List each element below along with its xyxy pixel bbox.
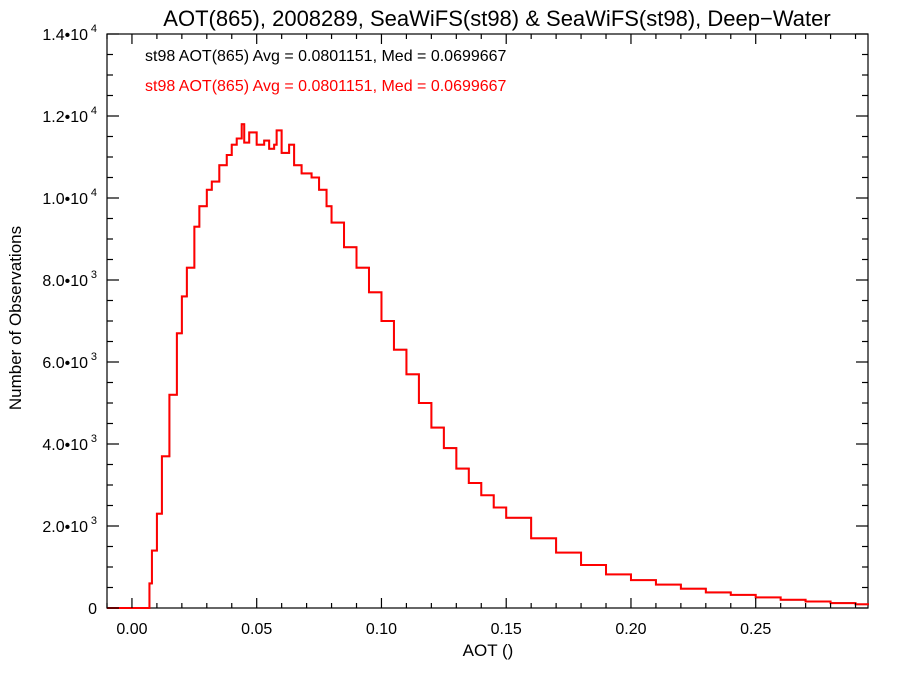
y-tick-exponent: 4 bbox=[91, 23, 97, 35]
histogram-series-1 bbox=[107, 123, 869, 609]
series-layer bbox=[107, 123, 869, 609]
x-tick-label: 0.05 bbox=[241, 621, 272, 638]
y-tick-label: 2.0•10 bbox=[42, 519, 88, 536]
y-tick-exponent: 3 bbox=[91, 515, 97, 527]
y-tick-label: 0 bbox=[88, 601, 97, 618]
y-tick-exponent: 3 bbox=[91, 433, 97, 445]
y-tick-exponent: 3 bbox=[91, 269, 97, 281]
x-tick-label: 0.15 bbox=[491, 621, 522, 638]
annotation-st98-avg-black: st98 AOT(865) Avg = 0.0801151, Med = 0.0… bbox=[145, 48, 507, 65]
x-tick-label: 0.20 bbox=[615, 621, 646, 638]
y-tick-exponent: 4 bbox=[91, 187, 97, 199]
plot-frame bbox=[106, 33, 869, 609]
annotation-st98-avg-red: st98 AOT(865) Avg = 0.0801151, Med = 0.0… bbox=[145, 78, 507, 95]
y-tick-label: 8.0•10 bbox=[42, 273, 88, 290]
y-axis-label: Number of Observations bbox=[6, 226, 25, 410]
x-tick-label: 0.10 bbox=[366, 621, 397, 638]
y-tick-exponent: 4 bbox=[91, 105, 97, 117]
chart-title: AOT(865), 2008289, SeaWiFS(st98) & SeaWi… bbox=[163, 6, 830, 31]
y-tick-label: 4.0•10 bbox=[42, 437, 88, 454]
y-tick-label: 1.0•10 bbox=[42, 191, 88, 208]
x-axis-label: AOT () bbox=[463, 641, 514, 660]
histogram-series-0 bbox=[107, 123, 869, 609]
x-tick-label: 0.00 bbox=[116, 621, 147, 638]
x-tick-label: 0.25 bbox=[740, 621, 771, 638]
y-tick-exponent: 3 bbox=[91, 351, 97, 363]
y-tick-label: 6.0•10 bbox=[42, 355, 88, 372]
y-tick-label: 1.2•10 bbox=[42, 109, 88, 126]
y-tick-label: 1.4•10 bbox=[42, 27, 88, 44]
